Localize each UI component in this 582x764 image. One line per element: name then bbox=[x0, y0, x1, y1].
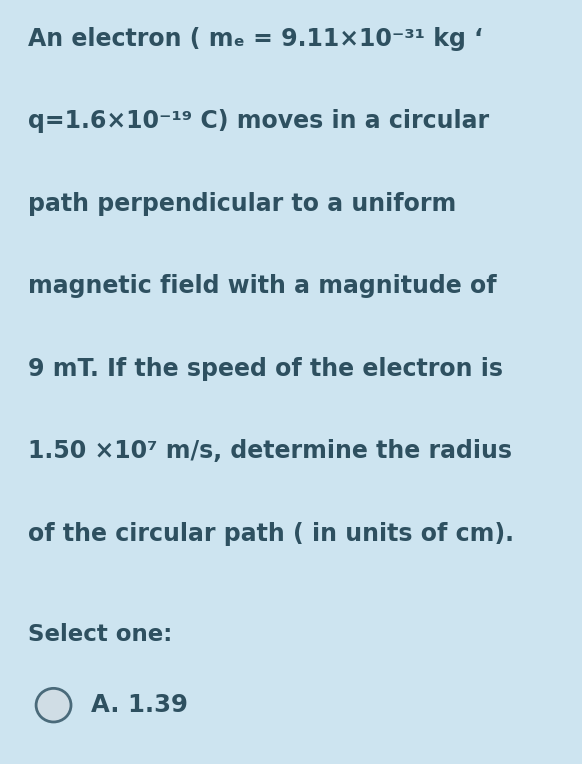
Text: Select one:: Select one: bbox=[28, 623, 172, 646]
Text: q=1.6×10⁻¹⁹ C) moves in a circular: q=1.6×10⁻¹⁹ C) moves in a circular bbox=[28, 109, 489, 133]
Text: magnetic field with a magnitude of: magnetic field with a magnitude of bbox=[28, 274, 496, 298]
Text: 1.50 ×10⁷ m/s, determine the radius: 1.50 ×10⁷ m/s, determine the radius bbox=[28, 439, 512, 463]
Text: 9 mT. If the speed of the electron is: 9 mT. If the speed of the electron is bbox=[28, 357, 503, 380]
Text: path perpendicular to a uniform: path perpendicular to a uniform bbox=[28, 192, 456, 215]
Text: of the circular path ( in units of cm).: of the circular path ( in units of cm). bbox=[28, 522, 514, 545]
Text: A. 1.39: A. 1.39 bbox=[91, 693, 188, 717]
Ellipse shape bbox=[36, 688, 71, 722]
Text: An electron ( mₑ = 9.11×10⁻³¹ kg ‘: An electron ( mₑ = 9.11×10⁻³¹ kg ‘ bbox=[28, 27, 483, 50]
